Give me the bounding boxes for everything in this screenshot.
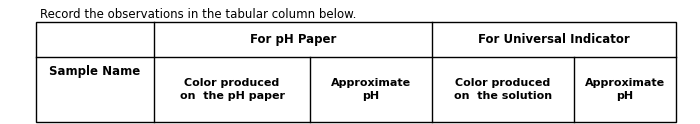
Text: Color produced
on  the solution: Color produced on the solution <box>454 78 552 101</box>
Text: Approximate
pH: Approximate pH <box>585 78 665 101</box>
Bar <box>36 22 676 122</box>
Text: For pH Paper: For pH Paper <box>250 33 336 46</box>
Text: For Universal Indicator: For Universal Indicator <box>478 33 630 46</box>
Text: Record the observations in the tabular column below.: Record the observations in the tabular c… <box>40 8 356 21</box>
Text: Approximate
pH: Approximate pH <box>331 78 411 101</box>
Text: Color produced
on  the pH paper: Color produced on the pH paper <box>179 78 284 101</box>
Text: Sample Name: Sample Name <box>50 65 141 78</box>
